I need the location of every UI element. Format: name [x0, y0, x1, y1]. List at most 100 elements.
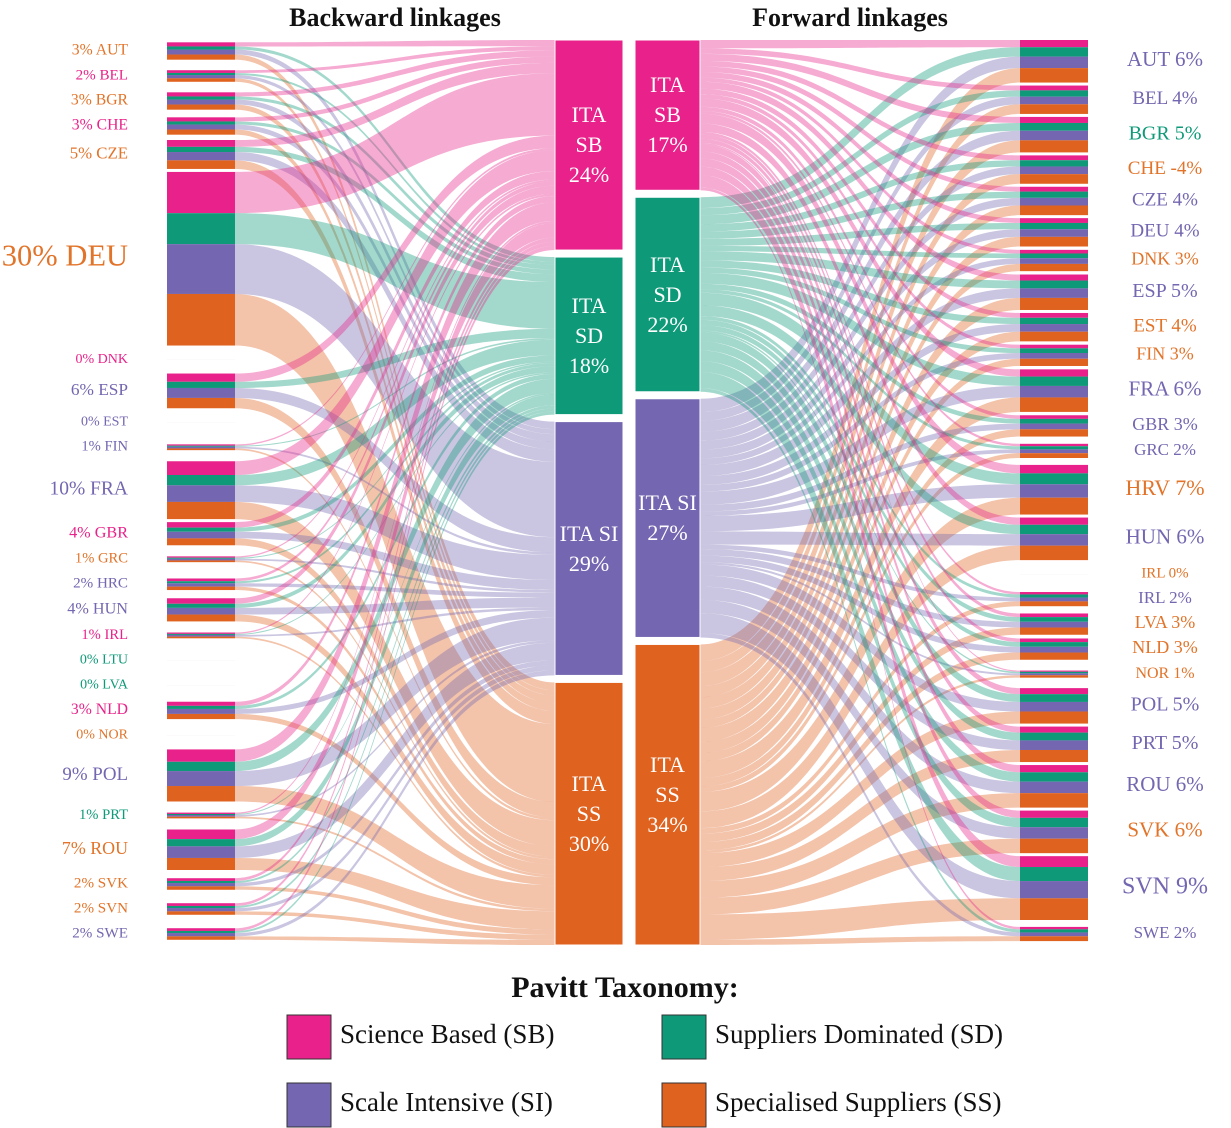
flow [700, 599, 1020, 839]
flow [235, 411, 555, 934]
flow [700, 205, 1020, 709]
flow [235, 181, 555, 582]
flow [235, 392, 555, 816]
country-segment [1020, 926, 1088, 930]
ita-label: ITA SI 29% [559, 520, 619, 576]
flow [700, 936, 1020, 945]
country-segment [1020, 929, 1088, 933]
country-segment [167, 531, 235, 539]
legend-swatch [661, 1082, 707, 1128]
flow [700, 330, 1020, 674]
country-label: 2% BEL [76, 67, 128, 83]
flow [235, 378, 555, 772]
country-label: ROU 6% [1126, 772, 1204, 796]
flow [700, 166, 1020, 441]
country-segment [167, 121, 235, 125]
country-segment [167, 501, 235, 520]
country-segment [1020, 627, 1088, 635]
flow [235, 73, 555, 214]
flow [235, 78, 555, 696]
flow [700, 81, 1020, 281]
flow [700, 66, 1020, 192]
country-segment [1020, 597, 1088, 602]
flow [235, 129, 555, 712]
flow [235, 583, 555, 598]
ita-node [554, 681, 624, 946]
flow [235, 338, 555, 447]
country-segment [167, 146, 235, 153]
flow [235, 636, 555, 878]
flow [700, 361, 1020, 828]
flow [700, 332, 1020, 702]
country-segment [1020, 652, 1088, 660]
flow [235, 531, 555, 590]
flow [235, 911, 555, 940]
country-segment [1020, 453, 1088, 458]
flow [700, 96, 1020, 421]
flow [700, 260, 1020, 325]
country-segment [167, 387, 235, 398]
country-label: LVA 3% [1135, 612, 1196, 632]
flow [700, 652, 1020, 851]
flow [700, 627, 1020, 843]
flow [700, 555, 1020, 653]
country-segment [1020, 397, 1088, 412]
flow [235, 152, 555, 462]
labels: Backward linkages 3% AUT 2% BEL 3% BGR 3% CH… [2, 3, 1208, 1128]
flow [700, 331, 1020, 753]
flow [235, 485, 555, 580]
country-segment [1020, 90, 1088, 97]
country-segment [167, 713, 235, 720]
country-segment [167, 557, 235, 559]
flow [700, 531, 1020, 546]
country-label: 0% LTU [80, 653, 128, 668]
country-label: 1% IRL [81, 627, 128, 643]
flow [700, 633, 1020, 937]
flow [700, 675, 1020, 854]
flow [700, 47, 1020, 209]
country-segment [1020, 358, 1088, 366]
flow [235, 597, 555, 615]
country-segment [1020, 155, 1088, 161]
flow [235, 886, 555, 935]
country-segment [1020, 40, 1088, 48]
flow [700, 144, 1020, 695]
country-segment [167, 581, 235, 584]
flow [235, 121, 555, 275]
country-label: 3% CHE [72, 117, 128, 134]
flow [235, 223, 555, 840]
country-segment [167, 749, 235, 762]
flow [235, 448, 555, 821]
legend-swatch [286, 1082, 332, 1128]
country-segment [1020, 534, 1088, 546]
flow [700, 562, 1020, 676]
country-label: ESP 5% [1132, 280, 1197, 302]
flow [700, 166, 1020, 818]
country-label: 3% NLD [71, 701, 128, 718]
country-label: SWE 2% [1134, 923, 1197, 942]
country-label: 1% GRC [75, 551, 128, 567]
country-segment [1020, 446, 1088, 450]
country-label: HUN 6% [1126, 525, 1205, 549]
country-segment [1020, 104, 1088, 114]
country-segment [167, 930, 235, 934]
country-label: SVK 6% [1127, 818, 1202, 842]
country-segment [167, 607, 235, 615]
country-segment [1020, 856, 1088, 868]
country-segment [1020, 122, 1088, 131]
flow [235, 387, 555, 553]
country-segment [167, 448, 235, 451]
nodes [167, 39, 1088, 946]
flow [235, 560, 555, 860]
country-label: NLD 3% [1132, 637, 1198, 657]
country-segment [167, 905, 235, 909]
country-segment [1020, 249, 1088, 254]
ita-node [634, 196, 701, 393]
country-segment [1020, 353, 1088, 359]
flow [700, 575, 1020, 750]
flow [235, 405, 555, 884]
country-segment [1020, 772, 1088, 782]
country-segment [1020, 898, 1088, 920]
flow [235, 241, 555, 906]
